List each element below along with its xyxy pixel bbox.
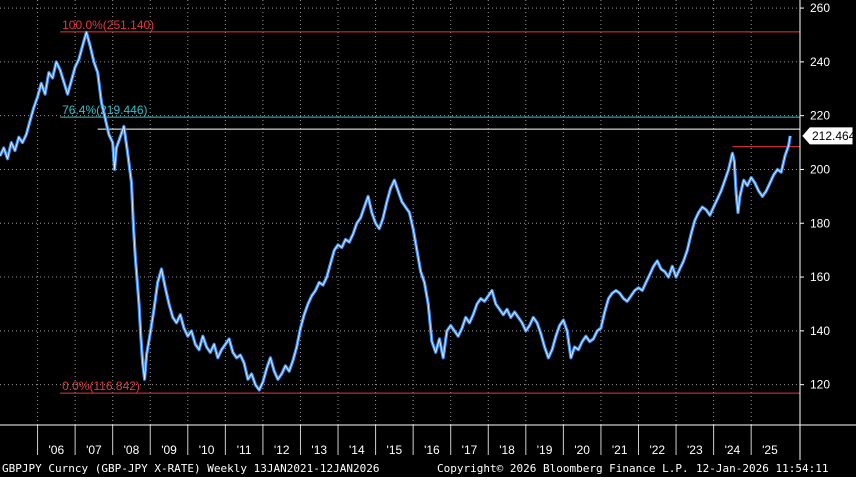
x-tick-label: '17	[462, 443, 478, 457]
last-value-marker: 212.464	[802, 127, 856, 145]
y-tick-label: 240	[810, 55, 830, 69]
x-tick-label: '20	[574, 443, 590, 457]
x-tick-label: '09	[161, 443, 177, 457]
x-tick-label: '22	[649, 443, 665, 457]
last-value-box	[802, 127, 853, 145]
y-tick-label: 160	[810, 270, 830, 284]
x-tick-label: '06	[49, 443, 65, 457]
y-tick-label: 180	[810, 216, 830, 230]
footer-copyright: Copyright© 2026 Bloomberg Finance L.P.	[437, 462, 689, 475]
y-tick-label: 260	[810, 1, 830, 15]
x-tick-label: '25	[762, 443, 778, 457]
x-tick-label: '14	[349, 443, 365, 457]
axes	[0, 0, 856, 460]
y-tick-label: 140	[810, 324, 830, 338]
x-tick-label: '15	[387, 443, 403, 457]
x-tick-label: '21	[612, 443, 628, 457]
x-tick-label: '08	[124, 443, 140, 457]
y-tick-label: 120	[810, 378, 830, 392]
x-tick-label: '16	[424, 443, 440, 457]
x-tick-label: '18	[499, 443, 515, 457]
y-tick-label: 220	[810, 109, 830, 123]
price-line-highlight	[0, 31, 791, 391]
x-tick-label: '12	[274, 443, 290, 457]
x-tick-label: '24	[725, 443, 741, 457]
last-value-label: 212.464	[812, 129, 856, 143]
x-tick-label: '19	[537, 443, 553, 457]
fib-label: 100.0%(251.140)	[62, 18, 154, 32]
fib-label: 76.4%(219.446)	[62, 103, 147, 117]
footer-timestamp: 12-Jan-2026 11:54:11	[696, 462, 829, 475]
y-axis-labels: 120 140 160 180 200 220 240 260	[810, 1, 830, 392]
price-chart: 120 140 160 180 200 220 240 260 '06 '07 '08 '09 '10…	[0, 0, 856, 460]
x-axis-labels: '06 '07 '08 '09 '10 '11 '12 '13 '14 '15 '16 '17 '18 '…	[49, 443, 779, 457]
fib-label: 0.0%(116.842)	[62, 379, 140, 393]
x-tick-label: '11	[237, 443, 252, 457]
fib-labels: 100.0%(251.140) 76.4%(219.446) 0.0%(116.84…	[62, 18, 154, 393]
y-tick-label: 200	[810, 162, 830, 176]
grid	[0, 0, 800, 425]
footer: GBPJPY Curncy (GBP-JPY X-RATE) Weekly 13…	[0, 460, 856, 477]
x-tick-label: '07	[86, 443, 102, 457]
x-tick-label: '10	[199, 443, 215, 457]
footer-ticker: GBPJPY Curncy (GBP-JPY X-RATE) Weekly 13…	[2, 462, 380, 475]
x-tick-label: '13	[311, 443, 327, 457]
series-layer	[0, 30, 792, 392]
reference-lines	[60, 31, 800, 394]
x-tick-label: '23	[687, 443, 703, 457]
